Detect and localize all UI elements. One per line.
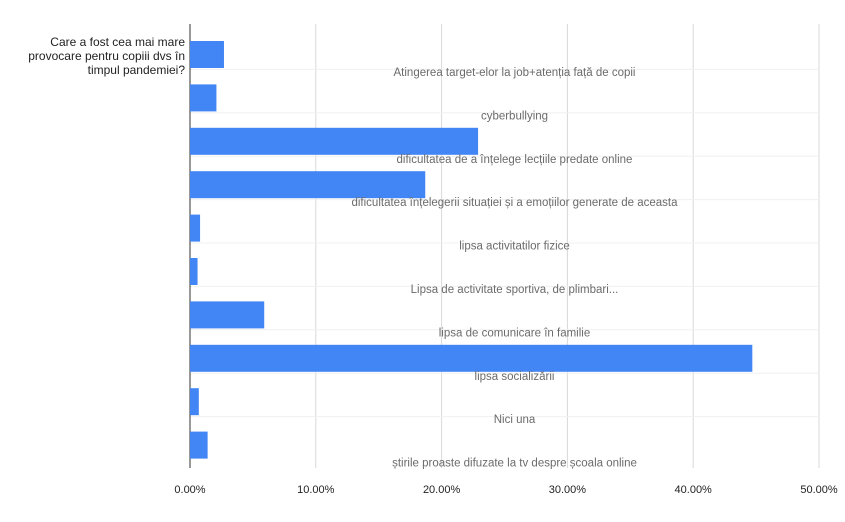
x-tick-label: 20.00% — [423, 484, 461, 496]
x-tick-label: 40.00% — [675, 484, 713, 496]
category-label: dificultatea de a înțelege lecțiile pred… — [397, 154, 633, 166]
bar — [190, 171, 426, 199]
bar — [190, 214, 201, 242]
x-tick-label: 10.00% — [297, 484, 335, 496]
category-label: Lipsa de activitate sportiva, de plimbar… — [411, 284, 619, 296]
bar — [190, 127, 479, 155]
category-label: dificultatea înțelegerii situației și a … — [351, 197, 678, 209]
y-axis-title: Care a fost cea mai mare provocare pentr… — [28, 35, 185, 77]
bar — [190, 41, 224, 68]
x-tick-label: 50.00% — [800, 484, 838, 496]
bar — [190, 431, 208, 459]
category-label: lipsa activitatilor fizice — [459, 241, 570, 253]
bar — [190, 301, 265, 329]
category-label: lipsa de comunicare în familie — [439, 327, 591, 339]
category-label: știrile proaste difuzate la tv despre șc… — [392, 458, 637, 470]
bar — [190, 84, 217, 112]
bar — [190, 344, 753, 372]
x-tick-label: 30.00% — [549, 484, 587, 496]
bar — [190, 388, 199, 416]
category-label: Nici una — [494, 414, 536, 426]
bar — [190, 258, 198, 285]
category-label: lipsa socializării — [475, 371, 555, 383]
category-label: Atingerea target-elor la job+atenția faț… — [394, 67, 636, 79]
x-tick-label: 0.00% — [174, 484, 205, 496]
category-label: cyberbullying — [481, 110, 548, 122]
